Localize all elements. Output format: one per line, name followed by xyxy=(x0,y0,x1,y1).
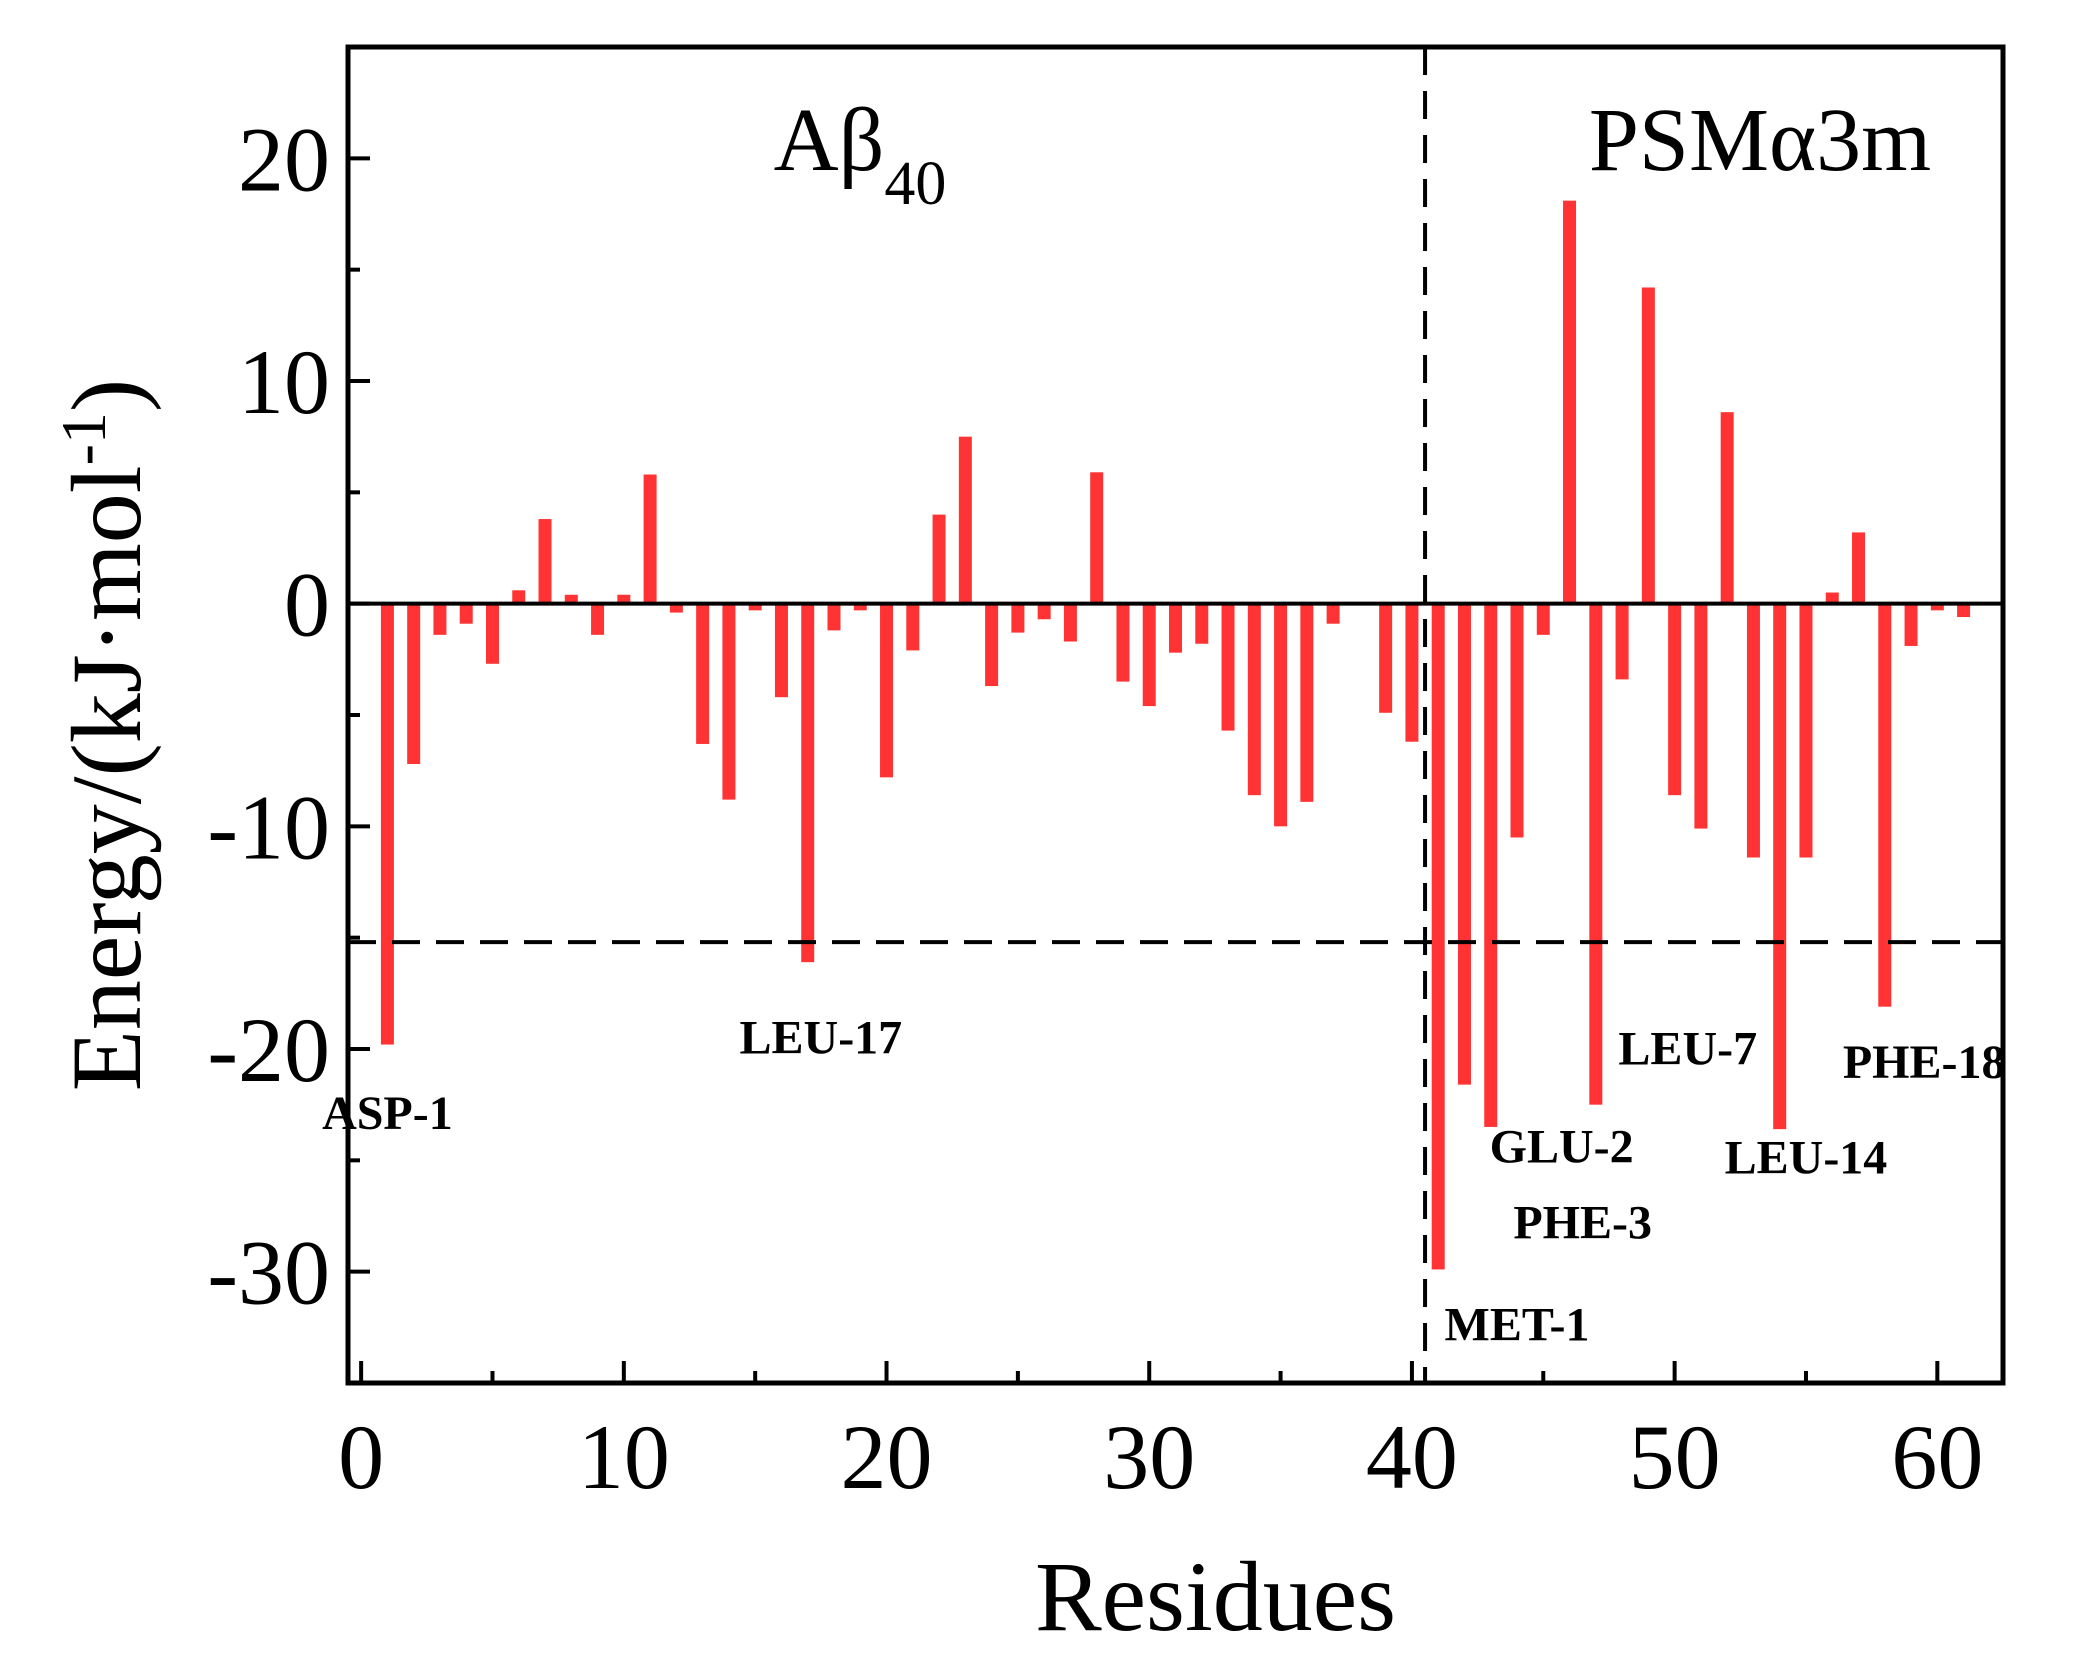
region-label-abeta-subscript: 40 xyxy=(884,150,946,218)
y-tick-label--20: -20 xyxy=(207,999,330,1101)
bar-residue-43 xyxy=(1484,603,1498,1127)
bar-residue-10 xyxy=(617,594,631,604)
bar-residue-7 xyxy=(538,519,552,604)
axis-tick-labels: 0 10 20 30 40 50 60 20 10 0 -10 -20 -30 xyxy=(207,108,1983,1508)
y-axis-title-main: Energy/(kJ·mol xyxy=(51,465,162,1091)
bar-residue-36 xyxy=(1300,603,1314,802)
y-tick-label-10: 10 xyxy=(238,331,330,433)
bar-residue-54 xyxy=(1773,603,1787,1130)
y-tick-label--30: -30 xyxy=(207,1222,330,1324)
bar-residue-53 xyxy=(1746,603,1760,858)
y-axis-title: Energy/(kJ·mol-1) xyxy=(48,379,163,1091)
y-axis-title-superscript: -1 xyxy=(48,412,119,465)
y-tick-label-20: 20 xyxy=(238,108,330,210)
bar-residue-24 xyxy=(985,603,999,687)
y-tick-label--10: -10 xyxy=(207,776,330,878)
bar-residue-48 xyxy=(1615,603,1629,680)
residue-annotations: ASP-1 LEU-17 MET-1 GLU-2 PHE-3 LEU-7 LEU-14 PHE… xyxy=(322,1011,2005,1351)
annotation-asp-1: ASP-1 xyxy=(322,1087,453,1140)
bar-residue-50 xyxy=(1668,603,1682,796)
x-tick-label-50: 50 xyxy=(1629,1406,1721,1508)
bar-residue-12 xyxy=(669,603,683,613)
bar-residue-35 xyxy=(1274,603,1288,827)
bar-residue-37 xyxy=(1326,603,1340,624)
bar-residue-34 xyxy=(1247,603,1261,796)
bar-residue-15 xyxy=(748,603,762,611)
annotation-met-1: MET-1 xyxy=(1445,1299,1590,1352)
bar-residue-5 xyxy=(485,603,499,664)
bar-residue-18 xyxy=(827,603,841,631)
bar-residue-25 xyxy=(1011,603,1025,633)
bar-residue-39 xyxy=(1379,603,1393,713)
bar-residue-52 xyxy=(1720,412,1734,604)
bar-residue-20 xyxy=(880,603,894,778)
bar-residue-40 xyxy=(1405,603,1419,742)
bar-residue-28 xyxy=(1090,472,1104,604)
bar-residue-27 xyxy=(1063,603,1077,642)
bar-residue-2 xyxy=(407,603,421,764)
bar-residue-58 xyxy=(1878,603,1892,1007)
bar-residue-31 xyxy=(1169,603,1182,653)
bar-residue-13 xyxy=(696,603,710,744)
bar-residue-21 xyxy=(906,603,920,651)
bar-residue-45 xyxy=(1536,603,1550,635)
y-axis-title-close: ) xyxy=(51,379,162,412)
x-tick-label-60: 60 xyxy=(1891,1406,1983,1508)
y-tick-label-0: 0 xyxy=(284,554,330,656)
annotation-leu-7: LEU-7 xyxy=(1618,1023,1757,1076)
bar-residue-33 xyxy=(1221,603,1235,731)
annotation-leu-14: LEU-14 xyxy=(1725,1132,1888,1185)
bar-residue-6 xyxy=(512,590,526,604)
axis-ticks xyxy=(348,45,1940,1385)
bar-residue-44 xyxy=(1510,603,1524,838)
bar-residue-14 xyxy=(722,603,736,800)
bar-residue-51 xyxy=(1694,603,1708,829)
x-axis-title: Residues xyxy=(1035,1541,1396,1652)
bar-residue-60 xyxy=(1930,603,1944,611)
bar-residue-3 xyxy=(433,603,447,635)
annotation-phe-18: PHE-18 xyxy=(1843,1036,2006,1089)
bar-residue-59 xyxy=(1904,603,1918,646)
bar-residue-56 xyxy=(1825,592,1839,604)
annotation-glu-2: GLU-2 xyxy=(1490,1121,1634,1174)
bar-residue-4 xyxy=(459,603,473,624)
bar-residue-42 xyxy=(1457,603,1471,1085)
bar-residue-46 xyxy=(1563,200,1577,604)
bar-residue-30 xyxy=(1142,603,1156,707)
bar-series xyxy=(380,200,1971,1270)
bar-residue-55 xyxy=(1799,603,1813,858)
bar-residue-22 xyxy=(932,514,946,604)
bar-residue-19 xyxy=(853,603,867,611)
bar-residue-9 xyxy=(591,603,605,635)
bar-residue-61 xyxy=(1957,603,1971,618)
bar-residue-11 xyxy=(643,474,657,604)
x-tick-label-30: 30 xyxy=(1103,1406,1195,1508)
bar-residue-23 xyxy=(958,436,972,604)
x-tick-label-20: 20 xyxy=(841,1406,933,1508)
x-tick-label-10: 10 xyxy=(578,1406,670,1508)
bar-residue-8 xyxy=(564,594,578,604)
bar-residue-41 xyxy=(1431,603,1445,1270)
x-tick-label-40: 40 xyxy=(1366,1406,1458,1508)
region-label-psma3m: PSMα3m xyxy=(1589,91,1931,190)
annotation-leu-17: LEU-17 xyxy=(740,1011,903,1064)
bar-residue-57 xyxy=(1852,532,1866,604)
bar-residue-1 xyxy=(380,603,394,1045)
region-label-abeta-name: Aβ xyxy=(774,91,885,190)
bar-residue-26 xyxy=(1037,603,1051,620)
bar-residue-32 xyxy=(1195,603,1209,644)
annotation-phe-3: PHE-3 xyxy=(1513,1196,1652,1249)
bar-residue-47 xyxy=(1589,603,1603,1105)
bar-residue-16 xyxy=(774,603,788,698)
bar-residue-49 xyxy=(1641,287,1655,604)
x-tick-label-0: 0 xyxy=(338,1406,384,1508)
region-label-abeta40: Aβ40 xyxy=(774,91,947,218)
bar-residue-17 xyxy=(801,603,815,963)
bar-residue-29 xyxy=(1116,603,1130,682)
